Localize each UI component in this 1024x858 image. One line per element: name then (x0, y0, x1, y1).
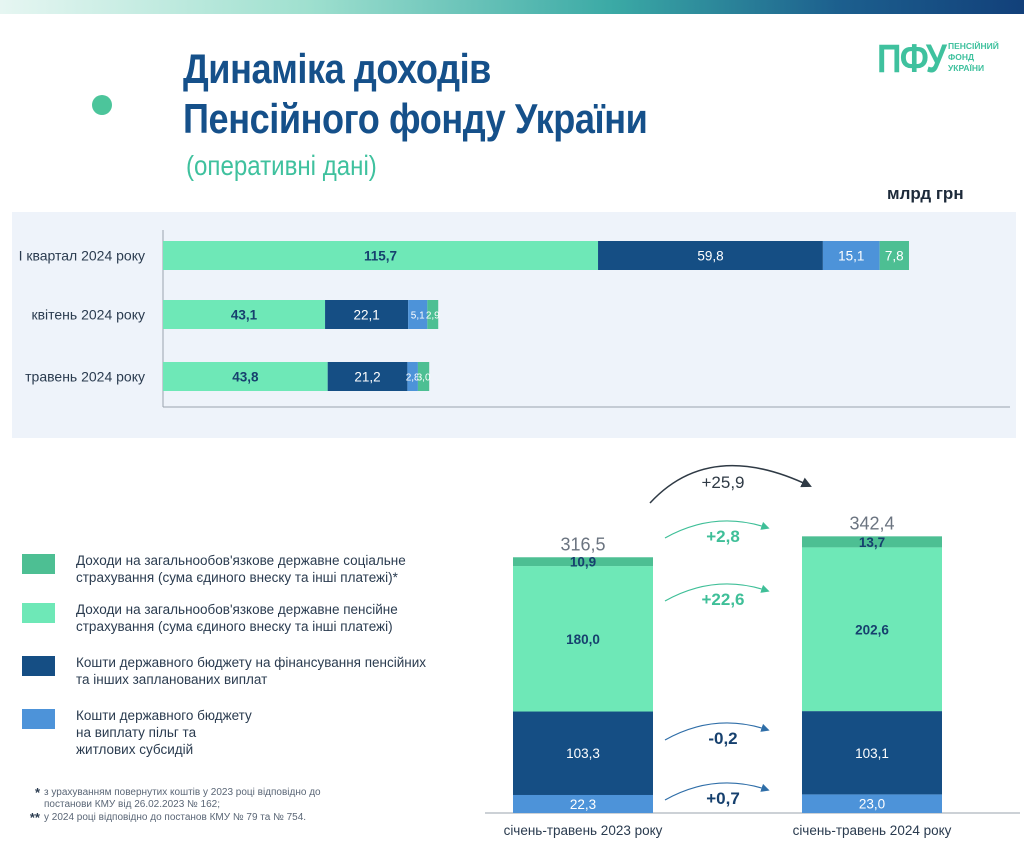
page-subtitle: (оперативні дані) (186, 150, 377, 181)
bar-segment-budget_benefits (407, 362, 418, 391)
bar-segment-esv_pension (163, 362, 328, 391)
pfu-logo: ПФУ (877, 37, 947, 81)
bar-segment-esv_pension (163, 241, 599, 270)
legend-swatch (22, 709, 55, 729)
pfu-logo-caption: ПЕНСІЙНИЙ ФОНД УКРАЇНИ (948, 41, 999, 74)
bar-segment-esv_social (427, 300, 439, 329)
top-gradient-bar (0, 0, 1024, 14)
data-label: 180,0 (566, 632, 600, 647)
change-label: +0,7 (706, 789, 740, 808)
logo-caption-line-3: УКРАЇНИ (948, 63, 985, 73)
data-label: 59,8 (697, 249, 723, 264)
page-title: Динаміка доходів Пенсійного фонду Україн… (183, 44, 648, 144)
total-change-label: +25,9 (701, 473, 744, 492)
change-arrow-budget_benefits (664, 782, 770, 801)
bar-segment-esv_social (513, 557, 653, 567)
data-label: 115,7 (364, 249, 397, 264)
data-label: 43,8 (232, 370, 259, 385)
horizontal-stacked-bar-chart: І квартал 2024 року 115,7 59,8 15,1 7,8 квіте… (19, 230, 1010, 408)
bar-segment-esv_pension (163, 300, 326, 329)
change-label: +2,8 (706, 527, 740, 546)
data-label: 2,8 (406, 373, 420, 384)
legend-swatch (22, 554, 55, 574)
legend-swatch (22, 656, 55, 676)
data-label: 22,1 (353, 308, 379, 323)
legend-label: Кошти державного бюджету на виплату піль… (76, 708, 252, 757)
change-arrow-esv_pension (664, 583, 770, 602)
legend-swatch (22, 603, 55, 623)
bar-segment-esv_pension (802, 547, 942, 712)
unit-label: млрд грн (887, 184, 964, 203)
logo-caption-line-1: ПЕНСІЙНИЙ (948, 41, 999, 51)
data-label: 103,3 (566, 746, 600, 761)
logo-caption-line-2: ФОНД (948, 52, 975, 62)
change-arrow-budget_payments (664, 722, 770, 741)
footnote-mark: * (34, 785, 40, 800)
total-label: 342,4 (849, 513, 894, 533)
data-label: 103,1 (855, 746, 889, 761)
legend-label: Доходи на загальнообов'язкове державне с… (76, 553, 406, 585)
bar-segment-budget_payments (327, 362, 408, 391)
category-label: квітень 2024 року (31, 307, 145, 323)
change-arrow-esv_social (664, 520, 770, 539)
data-label: 2,9 (426, 311, 440, 322)
title-line-2: Пенсійного фонду України (183, 95, 648, 142)
data-label: 3,0 (417, 373, 431, 384)
bar-segment-budget_payments (325, 300, 409, 329)
data-label: 7,8 (885, 249, 904, 264)
footnote-text: з урахуванням повернутих коштів у 2023 р… (44, 787, 321, 810)
data-label: 21,2 (354, 370, 380, 385)
total-label: 316,5 (560, 534, 605, 554)
data-label: 22,3 (570, 797, 596, 812)
change-label: +22,6 (701, 590, 744, 609)
data-label: 10,9 (570, 555, 596, 570)
legend-label: Доходи на загальнообов'язкове державне п… (76, 602, 398, 634)
category-label: І квартал 2024 року (19, 248, 145, 264)
category-label: травень 2024 року (25, 369, 145, 385)
decorative-dot (92, 95, 112, 115)
change-label: -0,2 (708, 729, 737, 748)
bar-segment-budget_benefits (802, 794, 942, 813)
title-line-1: Динаміка доходів (183, 45, 491, 92)
data-label: 5,1 (411, 311, 425, 322)
data-label: 43,1 (231, 308, 258, 323)
total-change-arrow (649, 464, 812, 504)
bar-segment-budget_payments (598, 241, 823, 270)
data-label: 13,7 (859, 535, 885, 550)
data-label: 23,0 (859, 797, 885, 812)
bar-segment-esv_social (802, 536, 942, 548)
bar-segment-budget_payments (513, 711, 653, 795)
bar-segment-esv_social (879, 241, 909, 270)
bar-segment-budget_benefits (408, 300, 428, 329)
bar-segment-esv_pension (513, 566, 653, 712)
footnote-mark: ** (29, 810, 40, 825)
footnote-text: у 2024 році відповідно до постанов КМУ №… (44, 812, 307, 823)
data-label: 202,6 (855, 622, 889, 637)
category-label: січень-травень 2023 року (504, 823, 663, 838)
bar-segment-budget_payments (802, 711, 942, 795)
bar-segment-budget_benefits (513, 794, 653, 813)
category-label: січень-травень 2024 року (793, 823, 952, 838)
bar-segment-esv_social (417, 362, 430, 391)
bar-segment-budget_benefits (822, 241, 880, 270)
legend-label: Кошти державного бюджету на фінансування… (76, 655, 427, 687)
data-label: 15,1 (838, 249, 864, 264)
